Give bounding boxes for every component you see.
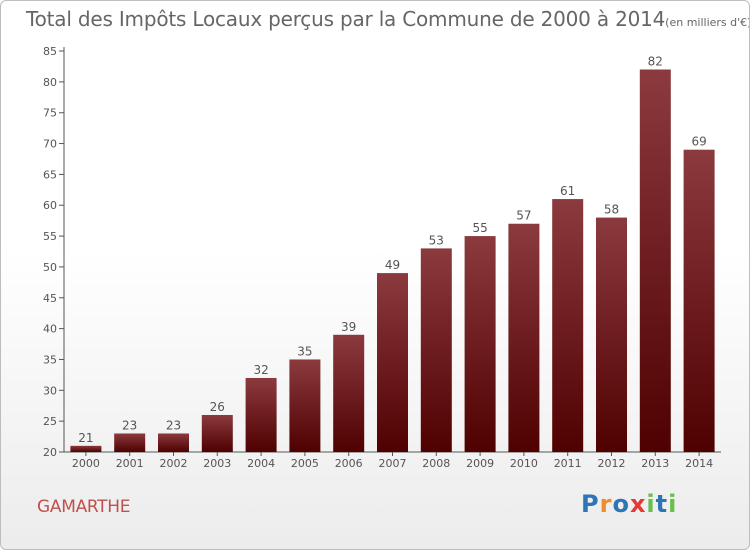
bar-2004 — [245, 377, 277, 452]
data-label: 21 — [78, 431, 93, 445]
y-tick-label: 40 — [43, 323, 57, 336]
y-tick-label: 35 — [43, 353, 57, 366]
chart-title-unit: (en milliers d'€) — [665, 16, 750, 29]
data-label: 35 — [297, 344, 312, 358]
y-tick-label: 85 — [43, 45, 57, 58]
x-tick-label: 2002 — [160, 457, 188, 470]
chart-title: Total des Impôts Locaux perçus par la Co… — [26, 7, 750, 31]
logo-letter: i — [668, 490, 678, 518]
data-label: 39 — [341, 320, 356, 334]
y-axis: 20 25 30 35 40 45 50 55 60 65 70 75 80 85 — [43, 45, 65, 459]
commune-name: GAMARTHE — [37, 497, 131, 517]
y-tick-label: 75 — [43, 107, 57, 120]
x-tick-label: 2003 — [203, 457, 231, 470]
x-tick-label: 2001 — [116, 457, 144, 470]
bar-2011 — [552, 199, 584, 452]
x-tick-label: 2000 — [72, 457, 100, 470]
y-tick-label: 60 — [43, 199, 57, 212]
data-label: 58 — [604, 203, 619, 217]
x-tick-label: 2012 — [598, 457, 626, 470]
bar-2002 — [158, 433, 189, 452]
bar-2009 — [464, 236, 496, 452]
data-label: 32 — [253, 363, 268, 377]
x-tick-label: 2014 — [685, 457, 713, 470]
x-tick-label: 2005 — [291, 457, 319, 470]
data-label: 23 — [166, 418, 181, 432]
x-tick-label: 2013 — [641, 457, 669, 470]
x-tick-label: 2006 — [335, 457, 363, 470]
y-tick-label: 55 — [43, 230, 57, 243]
bar-2013 — [639, 69, 671, 452]
x-tick-label: 2008 — [422, 457, 450, 470]
bar-2014 — [683, 149, 715, 452]
bar-2005 — [289, 359, 321, 452]
logo-letter: r — [599, 490, 613, 518]
logo-letter: t — [655, 490, 669, 518]
x-tick-label: 2009 — [466, 457, 494, 470]
bar-2007 — [377, 273, 408, 452]
bar-2001 — [114, 433, 146, 452]
y-tick-label: 80 — [43, 76, 57, 89]
x-tick-label: 2011 — [554, 457, 582, 470]
bar-2010 — [508, 223, 540, 452]
proxiti-logo[interactable]: Proxiti — [581, 490, 677, 518]
bars — [70, 69, 715, 452]
y-tick-label: 70 — [43, 138, 57, 151]
chart-title-main: Total des Impôts Locaux perçus par la Co… — [26, 7, 666, 31]
y-tick-label: 30 — [43, 384, 57, 397]
data-label: 26 — [210, 400, 225, 414]
data-label: 82 — [648, 55, 663, 69]
y-tick-label: 25 — [43, 415, 57, 428]
data-label: 23 — [122, 418, 137, 432]
bar-2003 — [201, 414, 233, 452]
bar-2006 — [333, 334, 365, 452]
y-tick-label: 50 — [43, 261, 57, 274]
data-label: 57 — [516, 209, 531, 223]
logo-letter: i — [646, 490, 656, 518]
data-label: 53 — [429, 233, 444, 247]
y-tick-label: 45 — [43, 292, 57, 305]
data-label: 55 — [472, 221, 487, 235]
logo-letter: x — [629, 490, 647, 518]
data-label: 49 — [385, 258, 400, 272]
logo-letter: o — [612, 490, 630, 518]
data-label: 61 — [560, 184, 575, 198]
logo-letter: P — [581, 490, 600, 518]
data-labels: 21 23 23 26 32 35 39 49 53 55 57 61 58 82 69 — [78, 55, 706, 445]
x-tick-label: 2007 — [379, 457, 407, 470]
bar-2000 — [70, 445, 102, 452]
y-tick-label: 65 — [43, 168, 57, 181]
x-tick-label: 2010 — [510, 457, 538, 470]
x-tick-label: 2004 — [247, 457, 275, 470]
bar-2008 — [420, 248, 452, 452]
y-tick-label: 20 — [43, 446, 57, 459]
bar-2012 — [596, 217, 627, 452]
data-label: 69 — [691, 135, 706, 149]
x-axis: 2000 2001 2002 2003 2004 2005 2006 2007 2008 2009… — [64, 451, 721, 470]
